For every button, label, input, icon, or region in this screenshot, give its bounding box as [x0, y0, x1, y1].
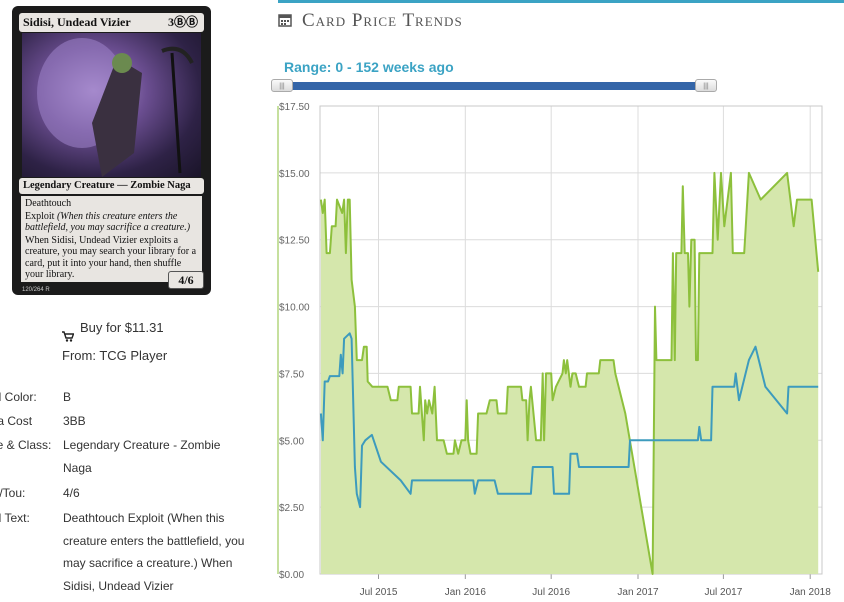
section-title-text: Card Price Trends [302, 10, 463, 31]
card-keyword: Deathtouch [25, 198, 72, 209]
y-tick-label: $7.50 [279, 369, 304, 380]
detail-value: 3BB [63, 414, 86, 428]
range-slider[interactable]: ||| ||| [271, 79, 718, 93]
x-tick-label: Jan 2016 [445, 587, 487, 598]
cart-icon[interactable] [62, 330, 75, 345]
card-ability: When Sidisi, Undead Vizier exploits a cr… [25, 234, 197, 281]
x-tick-label: Jul 2015 [360, 587, 398, 598]
detail-value: 4/6 [63, 486, 80, 500]
section-title: Card Price Trends [278, 10, 463, 33]
card-art [22, 33, 201, 177]
series-area-green [320, 172, 819, 574]
detail-label: ard Color: [0, 390, 37, 404]
accent-bar [278, 0, 844, 3]
detail-label: ow/Tou: [0, 486, 26, 500]
slider-handle-left[interactable]: ||| [271, 79, 293, 92]
slider-track[interactable] [279, 82, 707, 90]
card-rules-text: Deathtouch Exploit (When this creature e… [21, 196, 202, 282]
detail-value: Deathtouch Exploit (When this creature e… [63, 511, 245, 593]
series-line-blue [319, 332, 819, 509]
x-tick-label: Jul 2017 [704, 587, 742, 598]
y-tick-label: $17.50 [279, 102, 310, 113]
card-exploit: Exploit [25, 210, 55, 222]
card-exploit-reminder: (When this creature enters the battlefie… [25, 210, 191, 234]
card-collector-number: 120/264 R [22, 287, 50, 293]
price-chart: $0.00 $2.50 $5.00 $7.50 $10.00 $12.50 $15.00 $1… [277, 102, 832, 598]
y-tick-label: $5.00 [279, 436, 304, 447]
card-mana-cost: 3ⒷⒷ [167, 15, 198, 29]
detail-value: B [63, 390, 72, 404]
x-tick-label: Jan 2018 [790, 587, 832, 598]
detail-label: ana Cost [0, 414, 33, 428]
y-tick-label: $0.00 [279, 570, 304, 581]
buy-link[interactable]: Buy for $11.31 [80, 320, 164, 335]
slider-handle-right[interactable]: ||| [695, 79, 717, 92]
x-tick-label: Jul 2016 [532, 587, 570, 598]
card-name: Sidisi, Undead Vizier [23, 15, 131, 29]
calendar-icon [278, 11, 292, 33]
card-power-toughness: 4/6 [168, 271, 204, 289]
detail-label: ype & Class: [0, 438, 52, 452]
card-image: Sidisi, Undead Vizier 3ⒷⒷ Legendary Crea… [12, 6, 211, 295]
card-art-illustration [37, 38, 194, 177]
detail-label: ard Text: [0, 511, 30, 525]
series-line-green [319, 171, 820, 575]
card-type-line: Legendary Creature — Zombie Naga [19, 178, 204, 194]
detail-value: Legendary Creature - Zombie Naga [63, 438, 221, 475]
x-tick-label: Jan 2017 [617, 587, 659, 598]
y-tick-label: $2.50 [279, 503, 304, 514]
buy-source: From: TCG Player [62, 348, 168, 363]
y-tick-label: $15.00 [279, 169, 310, 180]
y-tick-label: $10.00 [279, 303, 310, 314]
y-tick-label: $12.50 [279, 236, 310, 247]
range-label: Range: 0 - 152 weeks ago [284, 59, 454, 75]
card-title-bar: Sidisi, Undead Vizier 3ⒷⒷ [19, 13, 204, 32]
